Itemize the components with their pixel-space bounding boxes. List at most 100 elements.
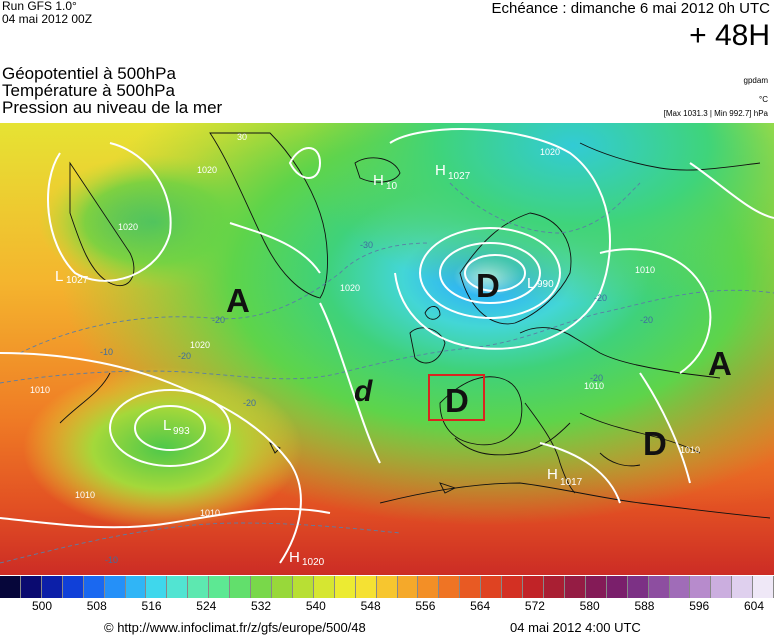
colorbar-swatch — [669, 576, 691, 598]
letter-d-balkans: D — [643, 425, 667, 462]
svg-text:L: L — [163, 417, 171, 434]
svg-text:993: 993 — [173, 426, 190, 437]
svg-text:1027: 1027 — [448, 171, 471, 182]
isobar-labels: 1020 1020 1020 1020 1010 1010 1010 1010 … — [30, 132, 700, 518]
svg-text:1020: 1020 — [340, 283, 360, 293]
svg-text:1020: 1020 — [118, 222, 138, 232]
colorbar-swatch — [209, 576, 231, 598]
colorbar-swatch — [585, 576, 607, 598]
echeance-label: Echéance : dimanche 6 mai 2012 0h UTC — [491, 0, 771, 17]
title-geopotential: Géopotentiel à 500hPa — [2, 64, 176, 83]
footer-date: 04 mai 2012 4:00 UTC — [510, 620, 641, 635]
colorbar-swatch — [753, 576, 774, 598]
svg-text:-10: -10 — [105, 555, 118, 565]
colorbar-swatch — [523, 576, 544, 598]
colorbar-swatch — [502, 576, 524, 598]
isobars — [0, 128, 774, 564]
pressure-centre-l993: L 993 — [163, 417, 190, 437]
colorbar-tick: 580 — [579, 599, 600, 613]
svg-text:-20: -20 — [243, 398, 256, 408]
colorbar-swatch — [125, 576, 147, 598]
colorbar-swatch — [564, 576, 586, 598]
colorbar-swatch — [355, 576, 377, 598]
svg-text:1020: 1020 — [540, 147, 560, 157]
weather-map: 1020 1020 1020 1020 1010 1010 1010 1010 … — [0, 123, 774, 575]
colorbar-swatch — [606, 576, 628, 598]
svg-text:H: H — [373, 172, 384, 189]
pressure-centre-l990: L 990 — [527, 275, 554, 292]
colorbar-tick: 500 — [31, 599, 53, 613]
colorbar-swatch — [167, 576, 189, 598]
highlight-box — [428, 374, 485, 421]
colorbar-swatch — [439, 576, 461, 598]
colorbar-tick: 564 — [470, 599, 491, 613]
unit-gpdam: gpdam — [743, 76, 768, 85]
isotherms — [0, 182, 774, 564]
colorbar-swatch — [0, 576, 21, 598]
colorbar-swatch — [41, 576, 63, 598]
run-date: 04 mai 2012 00Z — [2, 12, 93, 26]
svg-text:-20: -20 — [594, 293, 607, 303]
letter-d-biscay: D — [445, 382, 469, 419]
title-pressure: Pression au niveau de la mer — [2, 98, 223, 117]
pressure-centre-h1020: H 1020 — [289, 549, 325, 568]
colorbar-swatch — [418, 576, 440, 598]
footer-url: © http://www.infoclimat.fr/z/gfs/europe/… — [104, 620, 366, 635]
svg-text:10: 10 — [386, 181, 398, 192]
lead-time: + 48H — [689, 19, 770, 52]
pressure-centre-h1027-west: L 1027 — [55, 268, 89, 286]
svg-text:H: H — [435, 162, 446, 179]
colorbar-swatch — [460, 576, 482, 598]
colorbar-tick: 556 — [415, 599, 436, 613]
svg-text:H: H — [547, 466, 558, 483]
colorbar-tick: 532 — [251, 599, 272, 613]
svg-text:30: 30 — [237, 132, 247, 142]
colorbar-tick: 604 — [743, 599, 765, 613]
isotherm-labels: -30 -20 -20 -20 -20 -20 -10 -10 -20 — [100, 240, 653, 565]
pressure-range: [Max 1031.3 | Min 992.7] hPa — [663, 109, 768, 118]
letter-a-west: A — [226, 282, 250, 319]
colorbar-swatch — [648, 576, 670, 598]
svg-text:1010: 1010 — [584, 381, 604, 391]
colorbar-swatch — [481, 576, 503, 598]
svg-text:1010: 1010 — [680, 445, 700, 455]
colorbar-swatch — [690, 576, 712, 598]
colorbar-swatch — [188, 576, 210, 598]
svg-text:-20: -20 — [178, 351, 191, 361]
svg-text:L: L — [55, 268, 63, 285]
colorbar-tick: 516 — [141, 599, 162, 613]
colorbar-tick: 596 — [689, 599, 710, 613]
svg-text:-20: -20 — [212, 315, 225, 325]
colorbar-tick: 548 — [360, 599, 381, 613]
letter-a-east: A — [708, 345, 732, 382]
svg-text:990: 990 — [537, 279, 554, 290]
svg-text:1020: 1020 — [302, 557, 325, 568]
svg-text:-30: -30 — [360, 240, 373, 250]
svg-text:1010: 1010 — [75, 490, 95, 500]
colorbar-swatch — [711, 576, 733, 598]
colorbar-tick: 508 — [86, 599, 107, 613]
colorbar-swatch — [230, 576, 252, 598]
colorbar-swatch — [83, 576, 105, 598]
svg-text:-20: -20 — [640, 315, 653, 325]
colorbar-swatch — [251, 576, 272, 598]
svg-text:L: L — [527, 275, 535, 292]
colorbar-swatch — [104, 576, 126, 598]
colorbar-swatch — [146, 576, 168, 598]
letter-d-scandinavia: D — [476, 267, 500, 304]
colorbar-swatch — [397, 576, 419, 598]
svg-text:1020: 1020 — [197, 165, 217, 175]
colorbar-swatch — [62, 576, 84, 598]
letter-d-small: d — [354, 375, 373, 408]
svg-text:1010: 1010 — [635, 265, 655, 275]
colorbar-tick: 524 — [196, 599, 217, 613]
colorbar-swatch — [376, 576, 398, 598]
pressure-centre-h1017: H 1017 — [547, 466, 583, 488]
colorbar — [0, 576, 774, 598]
svg-text:1020: 1020 — [190, 340, 210, 350]
svg-text:1027: 1027 — [66, 275, 89, 286]
colorbar-swatch — [20, 576, 42, 598]
colorbar-tick: 588 — [634, 599, 655, 613]
unit-celsius: °C — [759, 95, 768, 104]
colorbar-swatch — [334, 576, 356, 598]
